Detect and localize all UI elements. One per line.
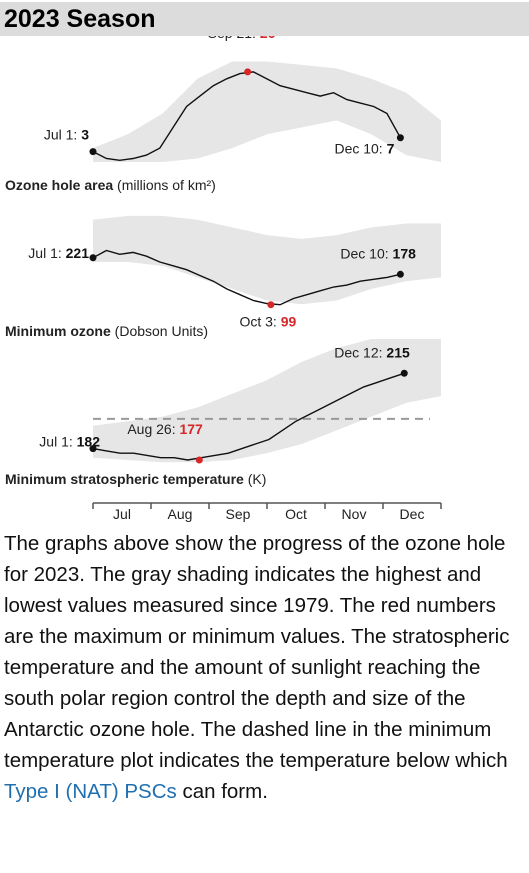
annotation-date: Oct 3:	[239, 314, 276, 330]
caption-text: can form.	[176, 780, 268, 803]
chart-title: Minimum ozone	[5, 323, 111, 339]
series-line	[92, 372, 405, 461]
annotation-dot	[396, 134, 404, 142]
annotation-date: Dec 10:	[334, 141, 382, 157]
annotation-value: 215	[386, 344, 410, 360]
chart-label: Ozone hole area (millions of km²)	[5, 177, 216, 193]
chart-title: Minimum stratospheric temperature	[5, 471, 244, 487]
annotation-date: Jul 1:	[28, 245, 61, 261]
annotation-dot	[195, 456, 203, 464]
month-label: Sep	[226, 506, 251, 522]
chart-title: Ozone hole area	[5, 177, 113, 193]
range-band	[93, 61, 441, 162]
chart-label: Minimum stratospheric temperature (K)	[5, 471, 266, 487]
annotation-value: 7	[387, 141, 395, 157]
annotation: Dec 12: 215	[334, 344, 410, 360]
annotation-value: 177	[179, 421, 203, 437]
annotation: Dec 10: 178	[340, 245, 416, 261]
month-label: Jul	[113, 506, 131, 522]
annotation-date: Jul 1:	[44, 127, 77, 143]
annotation-date: Jul 1:	[39, 434, 72, 450]
annotation-value: 178	[393, 245, 417, 261]
annotation-date: Sep 21:	[208, 36, 256, 41]
month-label: Dec	[400, 506, 425, 522]
annotation-dot	[89, 254, 97, 262]
annotation-dot	[400, 369, 408, 377]
annotation: Oct 3: 99	[239, 314, 296, 330]
annotation-dot	[396, 270, 404, 278]
range-band	[93, 339, 441, 463]
annotation: Sep 21: 26	[208, 36, 276, 41]
annotation-date: Dec 12:	[334, 344, 382, 360]
month-label: Aug	[168, 506, 193, 522]
series-line	[92, 249, 401, 306]
chart-unit: (K)	[248, 471, 267, 487]
annotation-dot	[267, 301, 275, 309]
chart-label: Minimum ozone (Dobson Units)	[5, 323, 208, 339]
caption-text: The graphs above show the progress of th…	[4, 532, 510, 772]
annotation-date: Aug 26:	[127, 421, 175, 437]
annotation-value: 99	[281, 314, 297, 330]
annotation-dot	[89, 148, 97, 156]
chart-unit: (millions of km²)	[117, 177, 216, 193]
month-label: Oct	[285, 506, 307, 522]
range-band	[93, 215, 441, 305]
month-label: Nov	[342, 506, 367, 522]
annotation-value: 26	[260, 36, 276, 41]
section-title: 2023 Season	[0, 2, 529, 36]
annotation-value: 3	[81, 127, 89, 143]
annotation-dot	[244, 68, 252, 76]
caption: The graphs above show the progress of th…	[0, 528, 529, 807]
annotation: Jul 1: 221	[28, 245, 89, 261]
link[interactable]: Type I (NAT) PSCs	[4, 780, 177, 803]
annotation: Jul 1: 182	[39, 434, 100, 450]
annotation-date: Dec 10:	[340, 245, 388, 261]
annotation-value: 221	[66, 245, 90, 261]
annotation-dot	[89, 445, 97, 453]
annotation: Jul 1: 3	[44, 127, 89, 143]
annotation-value: 182	[77, 434, 101, 450]
charts: Jul 1: 3 Sep 21: 26 Dec 10: 7 Ozone hole ar…	[5, 36, 442, 522]
annotation: Aug 26: 177	[127, 421, 203, 437]
annotation: Dec 10: 7	[334, 141, 394, 157]
chart-unit: (Dobson Units)	[115, 323, 208, 339]
